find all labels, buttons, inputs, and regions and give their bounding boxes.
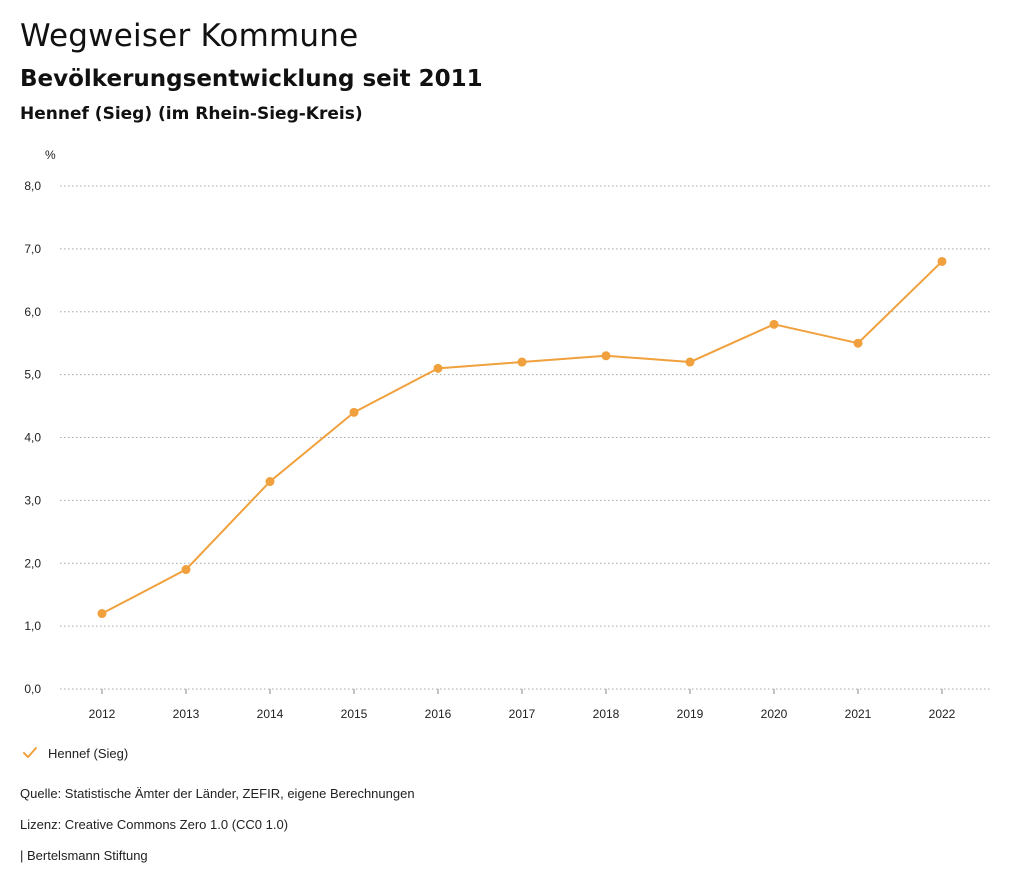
data-point: [181, 565, 191, 575]
y-axis-unit-label: %: [45, 148, 56, 162]
x-tick-label: 2012: [89, 707, 116, 721]
y-tick-label: 1,0: [24, 619, 41, 633]
x-tick-label: 2014: [257, 707, 284, 721]
y-tick-label: 2,0: [24, 556, 41, 570]
license-note: Lizenz: Creative Commons Zero 1.0 (CC0 1…: [20, 817, 289, 832]
x-tick-label: 2022: [929, 707, 956, 721]
place-label: Hennef (Sieg) (im Rhein-Sieg-Kreis): [20, 104, 363, 124]
publisher-note: | Bertelsmann Stiftung: [20, 848, 148, 863]
data-point: [517, 357, 527, 367]
x-tick-label: 2019: [677, 707, 704, 721]
y-tick-label: 0,0: [24, 682, 41, 696]
y-tick-label: 6,0: [24, 305, 41, 319]
data-point: [433, 363, 443, 373]
data-point: [601, 351, 611, 361]
data-point: [937, 256, 947, 266]
x-tick-label: 2017: [509, 707, 536, 721]
x-tick-label: 2020: [761, 707, 788, 721]
data-point: [265, 477, 275, 487]
y-tick-label: 3,0: [24, 493, 41, 507]
y-tick-label: 7,0: [24, 242, 41, 256]
y-tick-label: 4,0: [24, 431, 41, 445]
data-point: [97, 609, 107, 619]
y-tick-label: 5,0: [24, 368, 41, 382]
page-title: Wegweiser Kommune: [20, 18, 359, 54]
legend-label: Hennef (Sieg): [48, 745, 129, 761]
source-note: Quelle: Statistische Ämter der Länder, Z…: [20, 786, 415, 801]
chart-subtitle: Bevölkerungsentwicklung seit 2011: [20, 66, 483, 92]
line-chart: % 0,0 1,0 2,0 3,0 4,0 5,0 6,0 7,0 8,0 2012 2013 2014…: [24, 148, 990, 721]
data-point: [685, 357, 695, 367]
data-point: [769, 319, 779, 329]
x-tick-label: 2021: [845, 707, 872, 721]
data-point: [853, 338, 863, 348]
x-tick-label: 2015: [341, 707, 368, 721]
y-tick-label: 8,0: [24, 179, 41, 193]
x-tick-label: 2013: [173, 707, 200, 721]
check-icon[interactable]: [22, 745, 38, 761]
data-point: [349, 407, 359, 417]
legend[interactable]: Hennef (Sieg): [22, 745, 128, 761]
x-tick-label: 2016: [425, 707, 452, 721]
x-tick-label: 2018: [593, 707, 620, 721]
